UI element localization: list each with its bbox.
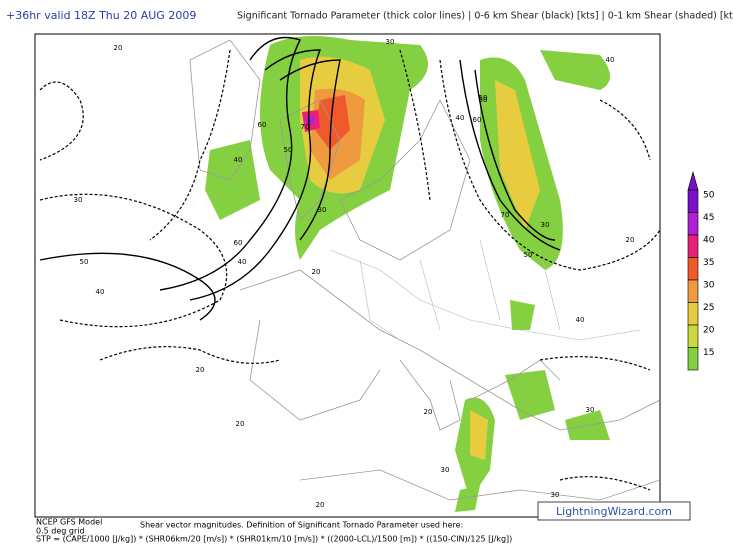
contour-label: 30 xyxy=(586,406,595,414)
contour-label: 60 xyxy=(234,239,243,247)
colorbar-swatch xyxy=(687,347,699,371)
contour-label: 20 xyxy=(114,44,123,52)
contour-label: 30 xyxy=(74,196,83,204)
contour-label: 40 xyxy=(234,156,243,164)
contour-label: 30 xyxy=(441,466,450,474)
valid-time: +36hr valid 18Z Thu 20 AUG 2009 xyxy=(6,9,196,22)
site-name: LightningWizard.com xyxy=(556,505,672,518)
colorbar-label: 45 xyxy=(703,213,714,223)
colorbar-swatch xyxy=(687,302,699,326)
colorbar-label: 50 xyxy=(703,191,715,201)
contour-labels: 20 20 30 30 40 40 50 50 60 60 70 50 40 30 20 20 30 40 30 20… xyxy=(74,38,635,509)
contour-label: 30 xyxy=(551,491,560,499)
contour-label: 20 xyxy=(196,366,205,374)
model-name: NCEP GFS Model xyxy=(36,518,102,527)
stp-formula: STP = (CAPE/1000 [J/kg]) * (SHR06km/20 [… xyxy=(36,535,512,544)
contour-label: 40 xyxy=(456,114,465,122)
contour-label: 50 xyxy=(479,96,488,104)
contour-label: 50 xyxy=(80,258,89,266)
shaded-shear xyxy=(205,36,610,512)
colorbar-swatch xyxy=(687,257,699,281)
contour-label: 30 xyxy=(386,38,395,46)
colorbar: 50 45 40 35 30 25 20 15 xyxy=(687,170,715,371)
coastlines xyxy=(189,39,661,501)
contour-label: 40 xyxy=(576,316,585,324)
site-box xyxy=(537,501,691,521)
contour-label: 60 xyxy=(258,121,267,129)
colorbar-arrow-top xyxy=(687,170,699,191)
contour-label: 40 xyxy=(606,56,615,64)
contour-label: 50 xyxy=(524,251,533,259)
contour-label: 50 xyxy=(284,146,293,154)
map-title: Significant Tornado Parameter (thick col… xyxy=(237,11,733,22)
contour-label: 70 xyxy=(301,123,310,131)
shear-contours xyxy=(39,36,661,491)
colorbar-label: 15 xyxy=(703,348,714,358)
colorbar-swatch xyxy=(687,324,699,348)
definition: Shear vector magnitudes. Definition of S… xyxy=(140,521,463,530)
colorbar-label: 40 xyxy=(703,236,715,246)
contour-label: 30 xyxy=(541,221,550,229)
grid-spacing: 0.5 deg grid xyxy=(36,527,85,536)
contour-label: 20 xyxy=(626,236,635,244)
contour-label: 70 xyxy=(501,211,510,219)
contour-label: 40 xyxy=(96,288,105,296)
contour-label: 40 xyxy=(238,258,247,266)
colorbar-swatch xyxy=(687,212,699,236)
colorbar-swatch xyxy=(687,189,699,213)
colorbar-swatch xyxy=(687,279,699,303)
colorbar-label: 35 xyxy=(703,258,714,268)
contour-label: 20 xyxy=(424,408,433,416)
contour-label: 60 xyxy=(473,116,482,124)
contour-label: 30 xyxy=(318,206,327,214)
contour-label: 20 xyxy=(236,420,245,428)
contour-label: 20 xyxy=(316,501,325,509)
colorbar-label: 30 xyxy=(703,281,715,291)
colorbar-swatch xyxy=(687,234,699,258)
contour-label: 50 xyxy=(479,94,488,102)
colorbar-label: 20 xyxy=(703,326,715,336)
colorbar-label: 25 xyxy=(703,303,714,313)
contour-label: 20 xyxy=(312,268,321,276)
